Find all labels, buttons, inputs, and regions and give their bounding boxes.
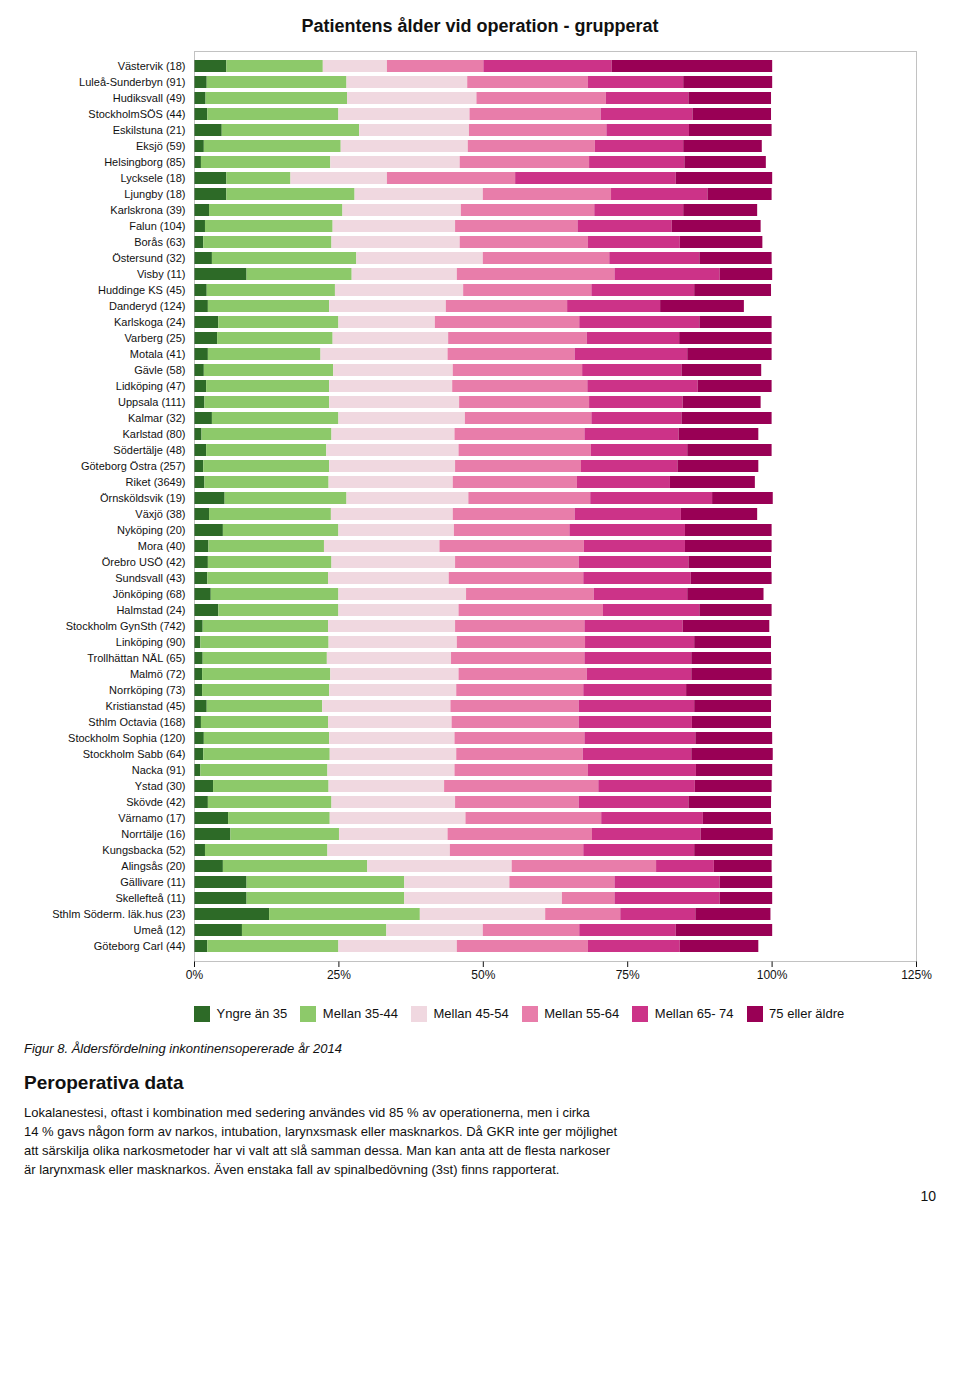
- svg-text:100%: 100%: [757, 968, 788, 982]
- svg-text:Visby (11): Visby (11): [137, 268, 186, 280]
- html-text:Figur 8. Åldersfördelning inko: Figur 8. Åldersfördelning inkontinensope…: [24, 1041, 342, 1056]
- svg-text:Motala (41): Motala (41): [130, 348, 186, 360]
- svg-text:Linköping (90): Linköping (90): [116, 636, 186, 648]
- svg-text:Örnsköldsvik (19): Örnsköldsvik (19): [100, 492, 186, 504]
- svg-text:Norrköping (73): Norrköping (73): [109, 684, 185, 696]
- svg-text:Stockholm Sabb (64): Stockholm Sabb (64): [83, 748, 186, 760]
- svg-text:Jönköping (68): Jönköping (68): [113, 588, 186, 600]
- html-text:Mellan 55-64: Mellan 55-64: [544, 1006, 620, 1021]
- svg-text:Varberg (25): Varberg (25): [125, 332, 186, 344]
- html-text:att särskilja olika narkosmeto: att särskilja olika narkosmetoder har vi…: [24, 1143, 610, 1159]
- svg-text:Karlskoga (24): Karlskoga (24): [114, 316, 186, 328]
- svg-text:Karlskrona (39): Karlskrona (39): [110, 204, 185, 216]
- svg-text:Gävle (58): Gävle (58): [134, 364, 185, 376]
- svg-text:Södertälje (48): Södertälje (48): [113, 444, 185, 456]
- svg-text:Sthlm Söderm. läk.hus (23): Sthlm Söderm. läk.hus (23): [52, 908, 185, 920]
- svg-text:Gällivare (11): Gällivare (11): [120, 876, 185, 888]
- svg-text:Umeå (12): Umeå (12): [134, 924, 186, 936]
- html-text:Yngre än 35: Yngre än 35: [216, 1006, 288, 1021]
- svg-text:Växjö (38): Växjö (38): [135, 508, 185, 520]
- html-text:10: 10: [920, 1187, 936, 1204]
- html-text:Patientens ålder vid operation: Patientens ålder vid operation - grupper…: [301, 16, 659, 36]
- svg-text:Lycksele (18): Lycksele (18): [120, 172, 185, 184]
- svg-text:Nyköping (20): Nyköping (20): [117, 524, 185, 536]
- html-text:Mellan 45-54: Mellan 45-54: [433, 1006, 509, 1021]
- svg-text:Falun (104): Falun (104): [129, 220, 185, 232]
- html-text:14 % gavs någon form av narkos: 14 % gavs någon form av narkos, intubati…: [24, 1124, 618, 1140]
- html-text:Mellan 35-44: Mellan 35-44: [322, 1006, 398, 1021]
- html-text:Peroperativa data: Peroperativa data: [24, 1071, 184, 1093]
- svg-text:Kristianstad (45): Kristianstad (45): [105, 700, 185, 712]
- svg-text:Östersund (32): Östersund (32): [112, 252, 185, 264]
- svg-text:Eskilstuna (21): Eskilstuna (21): [113, 124, 186, 136]
- svg-text:Trollhättan NÄL (65): Trollhättan NÄL (65): [87, 652, 185, 664]
- svg-text:Västervik (18): Västervik (18): [118, 60, 186, 72]
- svg-text:Värnamo (17): Värnamo (17): [118, 812, 185, 824]
- svg-text:Kungsbacka (52): Kungsbacka (52): [102, 844, 185, 856]
- svg-text:Eksjö (59): Eksjö (59): [136, 140, 186, 152]
- svg-text:Huddinge KS (45): Huddinge KS (45): [98, 284, 185, 296]
- svg-text:Halmstad (24): Halmstad (24): [116, 604, 185, 616]
- svg-text:Ystad (30): Ystad (30): [135, 780, 186, 792]
- svg-text:Lidköping (47): Lidköping (47): [116, 380, 186, 392]
- svg-text:Kalmar (32): Kalmar (32): [128, 412, 185, 424]
- svg-text:Alingsås (20): Alingsås (20): [121, 860, 185, 872]
- svg-text:Skövde (42): Skövde (42): [126, 796, 185, 808]
- svg-text:25%: 25%: [327, 968, 351, 982]
- svg-text:StockholmSÖS (44): StockholmSÖS (44): [88, 108, 185, 120]
- svg-text:Borås (63): Borås (63): [134, 236, 185, 248]
- svg-text:Malmö (72): Malmö (72): [130, 668, 186, 680]
- svg-text:Stockholm Sophia (120): Stockholm Sophia (120): [68, 732, 185, 744]
- svg-text:Riket (3649): Riket (3649): [126, 476, 186, 488]
- svg-text:0%: 0%: [186, 968, 204, 982]
- svg-text:Danderyd (124): Danderyd (124): [109, 300, 185, 312]
- html-text:Mellan 65- 74: Mellan 65- 74: [654, 1006, 734, 1021]
- svg-text:Nacka (91): Nacka (91): [132, 764, 186, 776]
- svg-text:Uppsala (111): Uppsala (111): [118, 396, 185, 408]
- svg-text:75%: 75%: [616, 968, 640, 982]
- svg-text:Sundsvall (43): Sundsvall (43): [115, 572, 185, 584]
- svg-text:Örebro USÖ (42): Örebro USÖ (42): [102, 556, 186, 568]
- svg-text:Luleå-Sunderbyn (91): Luleå-Sunderbyn (91): [79, 76, 185, 88]
- svg-text:Ljungby (18): Ljungby (18): [124, 188, 185, 200]
- svg-text:125%: 125%: [901, 968, 932, 982]
- svg-text:Hudiksvall (49): Hudiksvall (49): [113, 92, 186, 104]
- svg-text:Helsingborg (85): Helsingborg (85): [104, 156, 185, 168]
- svg-text:Mora (40): Mora (40): [138, 540, 186, 552]
- svg-text:Karlstad (80): Karlstad (80): [123, 428, 186, 440]
- svg-text:Göteborg Östra (257): Göteborg Östra (257): [81, 460, 186, 472]
- svg-text:Norrtälje (16): Norrtälje (16): [121, 828, 185, 840]
- svg-text:50%: 50%: [471, 968, 495, 982]
- html-text:är larynxmask eller masknarkos: är larynxmask eller masknarkos. Även ens…: [24, 1161, 560, 1177]
- svg-text:Skellefteå (11): Skellefteå (11): [115, 892, 185, 904]
- html-text:Lokalanestesi, oftast i kombin: Lokalanestesi, oftast i kombination med …: [24, 1105, 590, 1121]
- svg-text:Sthlm Octavia (168): Sthlm Octavia (168): [88, 716, 185, 728]
- svg-text:Göteborg Carl (44): Göteborg Carl (44): [94, 940, 186, 952]
- html-text:75 eller äldre: 75 eller äldre: [769, 1006, 845, 1021]
- svg-text:Stockholm GynSth (742): Stockholm GynSth (742): [66, 620, 186, 632]
